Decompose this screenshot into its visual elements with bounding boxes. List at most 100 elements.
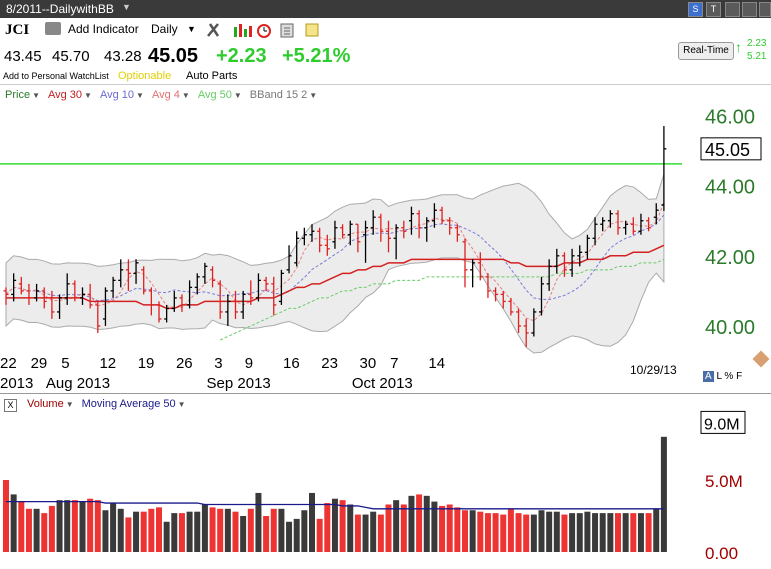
ohlc-bar bbox=[454, 224, 460, 242]
notes-icon[interactable] bbox=[305, 23, 319, 37]
volume-bar bbox=[645, 513, 652, 552]
x-month-label: Sep 2013 bbox=[207, 375, 271, 392]
ohlc-bar bbox=[531, 308, 537, 337]
volume-panel: 9.0M5.0M0.009.0M X Volume▼ Moving Average… bbox=[0, 394, 771, 569]
volume-bar bbox=[125, 517, 132, 552]
axis-mode-options[interactable]: L % F bbox=[716, 371, 743, 382]
ohlc-bar bbox=[72, 280, 78, 302]
volume-bar bbox=[247, 508, 254, 552]
price-legend-item[interactable]: Avg 50 ▼ bbox=[198, 89, 242, 101]
price-legend-item[interactable]: Price ▼ bbox=[5, 89, 40, 101]
title-dropdown-icon[interactable]: ▼ bbox=[122, 2, 131, 12]
volume-bar bbox=[56, 500, 63, 552]
auto-scale-button[interactable]: A bbox=[703, 371, 714, 382]
volume-bar bbox=[186, 511, 193, 552]
volume-bar bbox=[377, 514, 384, 552]
ohlc-bar bbox=[26, 283, 32, 305]
ohlc-bar bbox=[439, 206, 445, 225]
quote-last: 45.05 bbox=[148, 45, 199, 67]
quote-change: +2.23 bbox=[216, 45, 267, 67]
volume-chart[interactable]: 9.0M5.0M0.009.0M bbox=[0, 394, 771, 569]
volume-bar bbox=[217, 508, 224, 552]
volume-bar bbox=[576, 513, 583, 552]
alarm-icon[interactable] bbox=[257, 24, 271, 38]
volume-bar bbox=[178, 513, 185, 552]
volume-bar bbox=[10, 494, 17, 552]
chevron-down-icon[interactable]: ▼ bbox=[84, 91, 92, 100]
volume-bar bbox=[622, 513, 629, 552]
close-panel-icon[interactable]: X bbox=[4, 399, 17, 412]
price-legend-item[interactable]: Avg 4 ▼ bbox=[152, 89, 190, 101]
period-dropdown-icon[interactable]: ▼ bbox=[187, 24, 196, 34]
chevron-down-icon[interactable]: ▼ bbox=[233, 91, 242, 100]
chevron-down-icon[interactable]: ▼ bbox=[177, 400, 186, 409]
volume-y-tick: 5.0M bbox=[705, 472, 743, 491]
x-day-label: 9 bbox=[245, 355, 253, 372]
axis-options[interactable]: A L % F bbox=[703, 371, 742, 382]
chevron-down-icon[interactable]: ▼ bbox=[32, 91, 40, 100]
volume-legend-item[interactable]: Moving Average 50 ▼ bbox=[82, 398, 186, 410]
tools-icon[interactable] bbox=[207, 23, 220, 37]
symbol-label[interactable]: JCI bbox=[5, 22, 30, 38]
add-indicator-button[interactable]: Add Indicator bbox=[68, 22, 139, 36]
volume-bar bbox=[224, 508, 231, 552]
ohlc-bar bbox=[18, 276, 24, 295]
chevron-down-icon[interactable]: ▼ bbox=[65, 400, 74, 409]
chevron-down-icon[interactable]: ▼ bbox=[309, 91, 318, 100]
add-to-watchlist-link[interactable]: Add to Personal WatchList bbox=[3, 71, 109, 81]
ohlc-bar bbox=[431, 203, 437, 228]
close-window-icon[interactable] bbox=[759, 2, 771, 17]
s-menu-icon[interactable]: S bbox=[688, 2, 703, 17]
period-select[interactable]: Daily bbox=[151, 22, 178, 36]
panel-divider[interactable] bbox=[0, 393, 771, 394]
volume-bar bbox=[592, 513, 599, 552]
volume-bar bbox=[362, 514, 369, 552]
volume-bar bbox=[293, 518, 300, 552]
realtime-button[interactable]: Real-Time bbox=[678, 42, 734, 60]
y-tick-label: 40.00 bbox=[705, 317, 755, 339]
volume-bar bbox=[156, 507, 162, 552]
last-volume-box bbox=[700, 410, 746, 434]
save-icon[interactable] bbox=[725, 2, 740, 17]
last-price-label: 45.05 bbox=[705, 140, 750, 160]
add-indicator-icon[interactable] bbox=[45, 22, 61, 35]
volume-bar bbox=[500, 514, 507, 552]
chart-style-icon[interactable] bbox=[234, 24, 252, 37]
volume-bar bbox=[324, 503, 331, 552]
price-chart[interactable]: 46.00 44.00 42.00 40.00 45.05 22 29 5 12 19 26 3 9 16… bbox=[0, 85, 771, 393]
ohlc-bar bbox=[615, 210, 621, 235]
volume-bar bbox=[408, 495, 415, 552]
ohlc-bar bbox=[393, 224, 399, 260]
volume-bar bbox=[331, 498, 338, 552]
volume-bar bbox=[523, 514, 530, 552]
volume-legend-item[interactable]: Volume ▼ bbox=[27, 398, 74, 410]
volume-bar bbox=[492, 513, 499, 552]
volume-bar bbox=[354, 514, 361, 552]
ohlc-bar bbox=[607, 210, 613, 228]
ohlc-bar bbox=[592, 217, 598, 246]
x-month-label: 2013 bbox=[0, 375, 33, 392]
ohlc-bar bbox=[447, 217, 453, 235]
ohlc-bar bbox=[332, 220, 338, 249]
chevron-down-icon[interactable]: ▼ bbox=[136, 91, 144, 100]
price-legend-item[interactable]: BBand 15 2 ▼ bbox=[250, 89, 317, 101]
chevron-down-icon[interactable]: ▼ bbox=[181, 91, 190, 100]
ohlc-bar bbox=[102, 287, 108, 326]
x-month-label: Aug 2013 bbox=[46, 375, 110, 392]
volume-bar bbox=[102, 510, 109, 552]
industry-label[interactable]: Auto Parts bbox=[186, 70, 238, 82]
ohlc-bar bbox=[49, 290, 55, 319]
x-day-label: 5 bbox=[61, 355, 69, 372]
price-legend-item[interactable]: Avg 10 ▼ bbox=[100, 89, 144, 101]
volume-bar bbox=[439, 505, 446, 552]
realtime-pct: 5.21 bbox=[747, 51, 767, 62]
volume-bar bbox=[309, 492, 315, 552]
x-day-label: 16 bbox=[283, 355, 300, 372]
price-legend-item[interactable]: Avg 30 ▼ bbox=[48, 89, 92, 101]
ohlc-bar bbox=[462, 238, 468, 288]
ohlc-bar bbox=[187, 280, 193, 309]
calculator-icon[interactable] bbox=[280, 23, 294, 38]
minimize-icon[interactable] bbox=[742, 2, 757, 17]
t-menu-icon[interactable]: T bbox=[706, 2, 721, 17]
volume-bar bbox=[660, 436, 667, 552]
